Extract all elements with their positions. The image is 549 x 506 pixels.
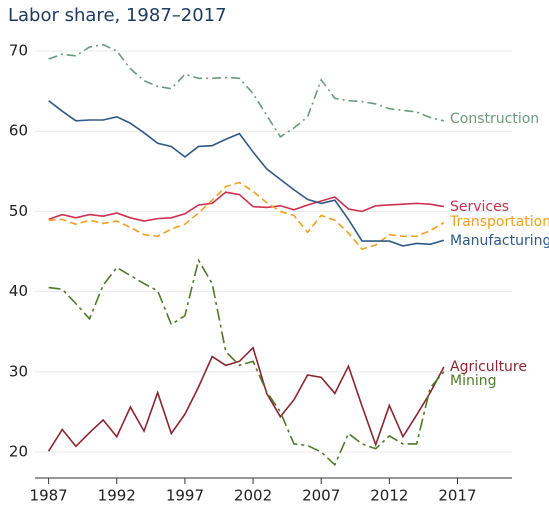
x-tick-label: 1992 xyxy=(98,487,136,505)
y-tick-label: 30 xyxy=(9,362,28,380)
series-label: Agriculture xyxy=(450,359,527,375)
x-tick-label: 2017 xyxy=(438,487,476,505)
x-tick-label: 2002 xyxy=(234,487,272,505)
series-label: Services xyxy=(450,199,509,215)
y-tick-label: 50 xyxy=(9,202,28,220)
x-tick-label: 2007 xyxy=(302,487,340,505)
series-line xyxy=(48,100,445,247)
y-tick-label: 20 xyxy=(9,442,28,460)
series-line xyxy=(47,346,445,452)
y-tick-label: 60 xyxy=(9,122,28,140)
x-tick-label: 1997 xyxy=(166,487,204,505)
y-tick-label: 70 xyxy=(9,42,28,60)
series-label: Mining xyxy=(450,373,497,389)
chart-title: Labor share, 1987–2017 xyxy=(8,5,227,26)
series-label: Manufacturing xyxy=(450,233,549,249)
series-line xyxy=(48,258,445,467)
x-tick-label: 2012 xyxy=(370,487,408,505)
x-tick-label: 1987 xyxy=(30,487,68,505)
series-line xyxy=(48,43,445,138)
series-label: Transportation xyxy=(449,214,549,230)
series-line xyxy=(48,181,445,250)
y-tick-label: 40 xyxy=(9,282,28,300)
series-line xyxy=(48,191,444,222)
series-label: Construction xyxy=(450,111,539,127)
